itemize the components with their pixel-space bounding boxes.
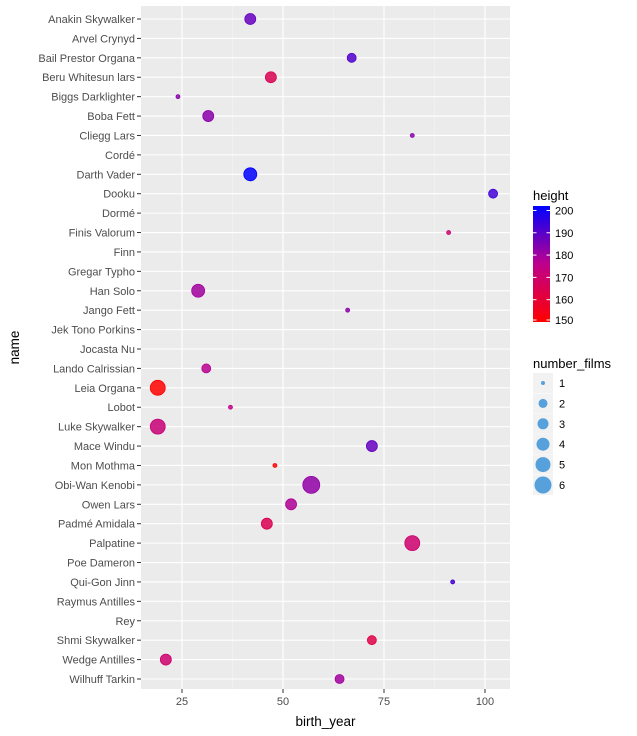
colorbar-label: 190 (555, 228, 573, 240)
y-tick-label: Padmé Amidala (58, 519, 136, 531)
data-point (159, 653, 172, 666)
x-axis-title: birth_year (295, 714, 356, 729)
data-point (149, 418, 166, 435)
x-tick-label: 50 (277, 696, 289, 708)
data-point (285, 498, 297, 511)
data-point (243, 167, 258, 182)
y-tick-label: Cliegg Lars (79, 130, 135, 142)
size-legend-label: 4 (559, 439, 565, 451)
size-legend-label: 6 (559, 480, 565, 492)
data-point (149, 379, 166, 396)
x-tick-label: 75 (378, 696, 390, 708)
data-points (149, 13, 498, 684)
y-tick-label: Finis Valorum (69, 228, 135, 240)
y-tick-label: Finn (114, 247, 135, 259)
major-gridlines (141, 6, 510, 689)
data-point (446, 230, 452, 235)
size-legend-key (537, 418, 549, 430)
y-tick-label: Wedge Antilles (62, 655, 135, 667)
height-colorbar (533, 206, 550, 322)
y-tick-label: Jek Tono Porkins (51, 325, 135, 337)
size-legend-key (538, 398, 548, 408)
y-tick-label: Han Solo (90, 286, 135, 298)
y-tick-label: Wilhuff Tarkin (69, 674, 135, 686)
number-films-legend-title: number_films (533, 356, 612, 371)
plot-panel (141, 6, 510, 689)
data-point (404, 535, 421, 552)
size-legend-label: 1 (559, 378, 565, 390)
y-tick-label: Owen Lars (82, 499, 136, 511)
number-films-size-legend: number_films 1 2 3 4 5 6 (533, 356, 612, 495)
colorbar-label: 160 (555, 295, 573, 307)
colorbar-label: 170 (555, 272, 573, 284)
y-tick-label: Luke Skywalker (58, 422, 135, 434)
height-legend-title: height (533, 188, 569, 203)
data-point (334, 674, 345, 684)
size-legend-label: 3 (559, 419, 565, 431)
x-tick-label: 25 (176, 696, 188, 708)
x-axis: 25 50 75 100 (176, 689, 494, 708)
data-point (346, 52, 357, 63)
x-tick-label: 100 (476, 696, 494, 708)
size-legend-key (536, 437, 550, 451)
y-tick-label: Lando Calrissian (53, 363, 135, 375)
y-tick-label: Beru Whitesun lars (42, 72, 135, 84)
data-point (366, 635, 377, 646)
data-point (365, 440, 378, 452)
y-tick-label: Gregar Typho (68, 266, 135, 278)
data-point (202, 110, 215, 122)
y-tick-label: Mace Windu (74, 441, 135, 453)
data-point (450, 579, 456, 585)
data-point (272, 463, 278, 468)
y-axis-title: name (7, 331, 22, 365)
data-point (264, 71, 277, 84)
data-point (201, 363, 212, 374)
y-axis: Anakin Skywalker Arvel Crynyd Bail Prestor… (38, 14, 141, 686)
data-point (488, 188, 498, 199)
y-tick-label: Darth Vader (77, 169, 136, 181)
y-tick-label: Jocasta Nu (80, 344, 135, 356)
colorbar-label: 150 (555, 315, 573, 327)
size-legend-key (541, 381, 545, 385)
colorbar-label: 200 (555, 205, 573, 217)
y-tick-label: Obi-Wan Kenobi (55, 480, 135, 492)
y-tick-label: Jango Fett (83, 305, 135, 317)
size-legend-key (534, 476, 552, 494)
y-tick-label: Leia Organa (74, 383, 135, 395)
data-point (228, 404, 233, 410)
y-tick-label: Anakin Skywalker (48, 14, 135, 26)
y-tick-label: Biggs Darklighter (51, 92, 135, 104)
y-tick-label: Poe Dameron (67, 558, 135, 570)
data-point (244, 13, 257, 25)
data-point (175, 94, 181, 100)
minor-gridlines (232, 6, 435, 689)
data-point (345, 307, 351, 313)
y-tick-label: Lobot (107, 402, 135, 414)
size-legend-label: 2 (559, 398, 565, 410)
y-tick-label: Arvel Crynyd (72, 33, 135, 45)
y-tick-label: Boba Fett (87, 111, 135, 123)
y-tick-label: Bail Prestor Organa (38, 53, 135, 65)
y-tick-label: Shmi Skywalker (57, 635, 136, 647)
data-point (409, 133, 415, 138)
y-tick-label: Raymus Antilles (57, 596, 136, 608)
y-tick-label: Cordé (105, 150, 135, 162)
y-tick-label: Dormé (102, 208, 135, 220)
y-tick-label: Mon Mothma (71, 460, 136, 472)
y-tick-label: Dooku (103, 189, 135, 201)
data-point (302, 475, 321, 494)
data-point (260, 517, 273, 530)
y-tick-label: Palpatine (89, 538, 135, 550)
data-point (191, 283, 206, 298)
size-legend-label: 5 (559, 460, 565, 472)
height-color-legend: height 150 160 170 180 190 200 (533, 188, 573, 327)
y-tick-label: Rey (115, 616, 135, 628)
colorbar-label: 180 (555, 250, 573, 262)
y-tick-label: Qui-Gon Jinn (70, 577, 135, 589)
size-legend-key (535, 457, 551, 473)
